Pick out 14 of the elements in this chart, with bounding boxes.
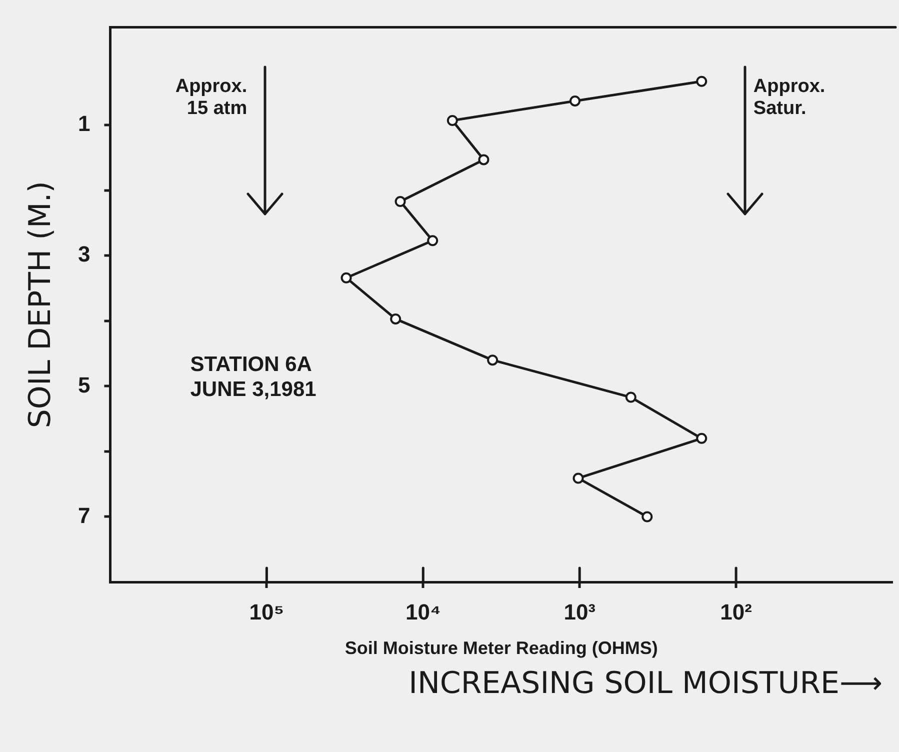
x-axis-title: Soil Moisture Meter Reading (OHMS): [344, 638, 658, 658]
y-tick-label: 1: [78, 111, 90, 136]
x-tick-label: 10²: [720, 599, 752, 624]
text: INCREASING SOIL MOISTURE⟶: [408, 666, 882, 701]
y-tick-label: 5: [78, 372, 90, 398]
y-axis-title: SOIL DEPTH (M.): [22, 181, 58, 428]
y-tick-label: 7: [78, 502, 90, 528]
y-tick-label: 3: [78, 242, 90, 267]
annotation: Approx. 15 atm: [175, 76, 248, 119]
annotation: STATION 6A JUNE 3,1981: [190, 352, 317, 401]
x-tick-label: 10⁵: [249, 599, 284, 624]
annotation: Approx. Satur.: [753, 76, 826, 119]
x-tick-label: 10⁴: [405, 599, 441, 624]
x-tick-label: 10³: [564, 599, 596, 624]
